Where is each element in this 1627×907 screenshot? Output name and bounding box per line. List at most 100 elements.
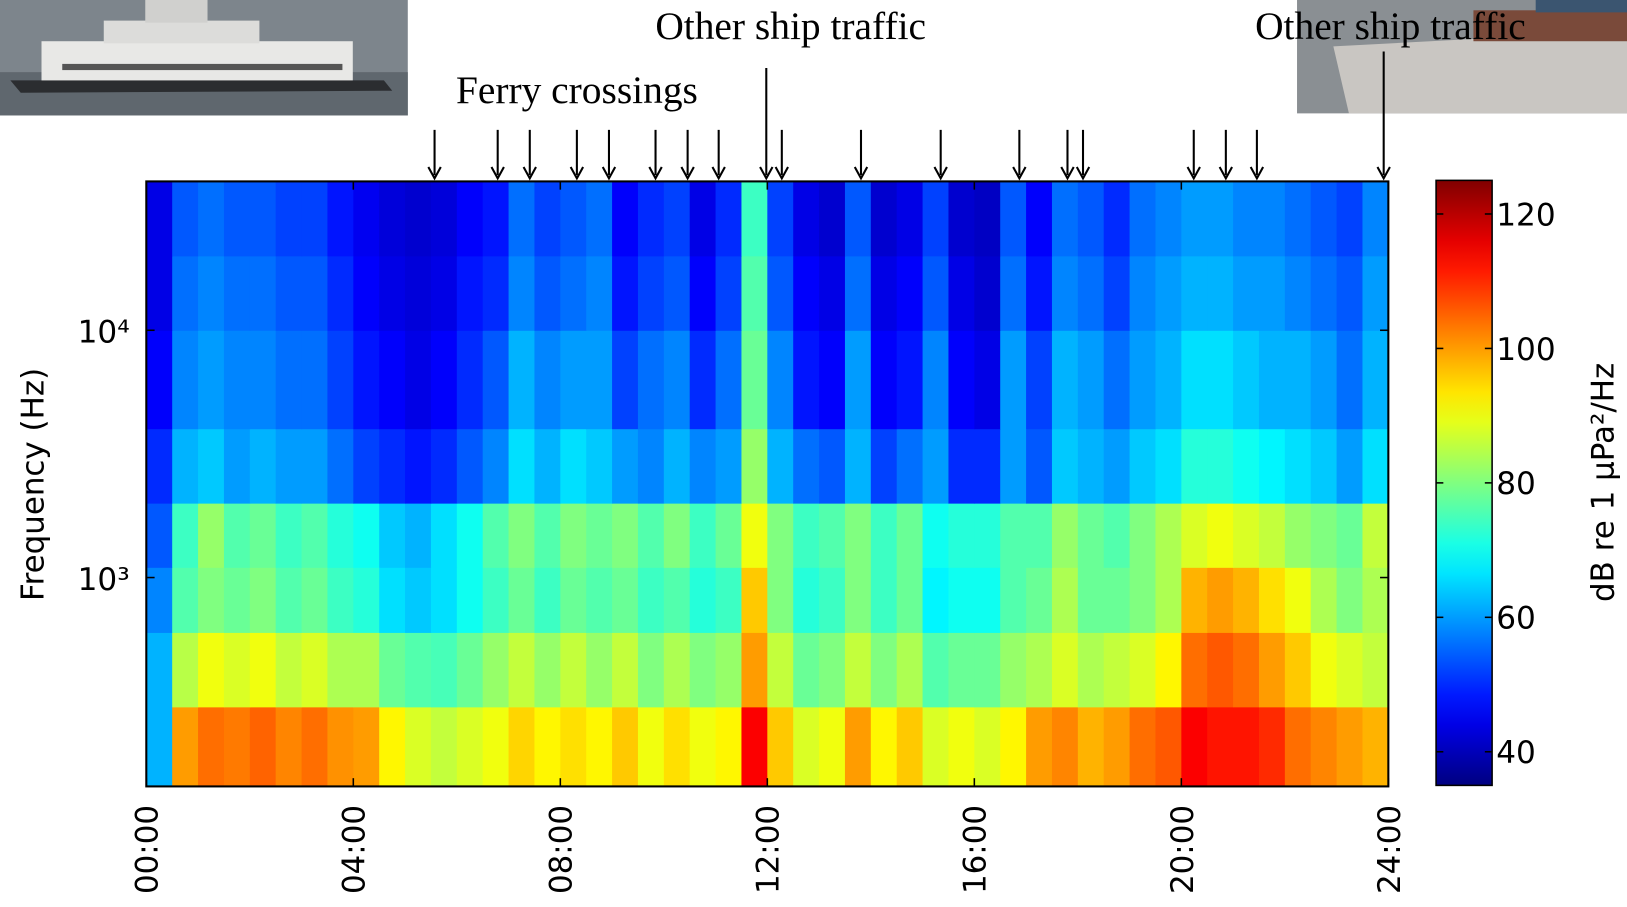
heatmap-cell [637, 503, 665, 568]
heatmap-cell [1077, 181, 1105, 257]
heatmap-cell [1233, 567, 1260, 633]
heatmap-cell [793, 632, 820, 708]
heatmap-cell [819, 567, 846, 633]
heatmap-cell [922, 706, 949, 787]
colorbar-tick-label: 120 [1496, 197, 1555, 233]
heatmap-cell [301, 330, 328, 430]
heatmap-cell [715, 181, 742, 257]
ship-photo [1297, 0, 1627, 114]
heatmap-cell [1026, 181, 1053, 257]
heatmap-cell [612, 330, 639, 430]
heatmap-cell [1000, 632, 1027, 708]
heatmap-cell [1181, 428, 1208, 504]
annotation-arrowhead [522, 166, 537, 181]
heatmap-cell [405, 330, 432, 430]
heatmap-cell [689, 330, 717, 430]
heatmap-cell [275, 706, 303, 787]
heatmap-cell [198, 330, 225, 430]
heatmap-cell [172, 428, 199, 504]
heatmap-cell [1207, 330, 1234, 430]
annotation-arrowhead [490, 166, 505, 181]
heatmap-cell [249, 632, 277, 708]
heatmap-cell [974, 428, 1001, 504]
heatmap-cell [1077, 330, 1105, 430]
colorbar-tick-label: 100 [1496, 332, 1555, 368]
heatmap-cell [172, 503, 199, 568]
heatmap-cell [870, 428, 898, 504]
heatmap-cell [249, 503, 277, 568]
heatmap-cell [1129, 181, 1156, 257]
heatmap-cell [456, 706, 484, 787]
heatmap-cell [198, 706, 225, 787]
heatmap-cell [1284, 706, 1312, 787]
heatmap-cell [689, 567, 717, 633]
colorbar-tick-label: 80 [1496, 466, 1536, 502]
heatmap-cell [689, 181, 717, 257]
heatmap-cell [741, 330, 768, 430]
ferry-photo [0, 0, 408, 116]
heatmap-cell [172, 181, 199, 257]
heatmap-cell [353, 567, 380, 633]
heatmap-cell [1233, 632, 1260, 708]
heatmap-cell [1207, 428, 1234, 504]
heatmap-cell [663, 632, 691, 708]
heatmap-cell [637, 567, 665, 633]
heatmap-cell [1258, 255, 1286, 331]
annotation-arrowhead [601, 166, 617, 181]
heatmap-cell [870, 255, 898, 331]
heatmap-cell [430, 428, 458, 504]
heatmap-cell [689, 632, 717, 708]
heatmap-cell [715, 330, 742, 430]
heatmap-cell [974, 632, 1001, 708]
heatmap-cell [1077, 706, 1105, 787]
heatmap-cell [1051, 428, 1079, 504]
annotation-arrowhead [853, 166, 869, 181]
annotation-arrowhead [759, 166, 774, 181]
heatmap-cell [1284, 330, 1312, 430]
heatmap-cell [1181, 181, 1208, 257]
heatmap-cell [1258, 428, 1286, 504]
heatmap-cell [508, 181, 535, 257]
heatmap-cell [1336, 428, 1363, 504]
heatmap-cell [508, 255, 535, 331]
heatmap-cell [405, 632, 432, 708]
heatmap-cell [379, 567, 406, 633]
heatmap-cell [793, 330, 820, 430]
heatmap-cell [172, 567, 199, 633]
heatmap-cell [1103, 330, 1131, 430]
heatmap-cell [767, 330, 794, 430]
heatmap-cell [1051, 567, 1079, 633]
heatmap-cell [353, 255, 380, 331]
heatmap-cell [1336, 255, 1363, 331]
heatmap-cell [534, 632, 561, 708]
heatmap-cell [223, 181, 251, 257]
heatmap-cell [1000, 255, 1027, 331]
heatmap-cell [1181, 255, 1208, 331]
heatmap-cell [922, 503, 949, 568]
heatmap-cell [146, 706, 173, 787]
heatmap-cell [430, 567, 458, 633]
heatmap-cell [715, 428, 742, 504]
heatmap-cell [586, 181, 613, 257]
heatmap-cell [482, 567, 510, 633]
heatmap-cell [301, 428, 328, 504]
heatmap-cell [1026, 503, 1053, 568]
x-tick-label: 16:00 [958, 805, 994, 894]
heatmap-cell [456, 255, 484, 331]
heatmap-cell [948, 567, 975, 633]
heatmap-cell [1077, 632, 1105, 708]
heatmap-cell [1284, 181, 1312, 257]
heatmap-cell [637, 428, 665, 504]
heatmap-cell [327, 503, 354, 568]
heatmap-cell [1284, 567, 1312, 633]
heatmap-cell [819, 428, 846, 504]
colorbar-tick-label: 60 [1496, 601, 1536, 637]
heatmap-cell [1129, 503, 1156, 568]
annotation-arrowhead [680, 166, 695, 181]
heatmap-cell [301, 503, 328, 568]
heatmap-cell [223, 330, 251, 430]
heatmap-cell [353, 706, 380, 787]
heatmap-cell [741, 428, 768, 504]
heatmap-cell [715, 632, 742, 708]
heatmap-cell [896, 330, 924, 430]
